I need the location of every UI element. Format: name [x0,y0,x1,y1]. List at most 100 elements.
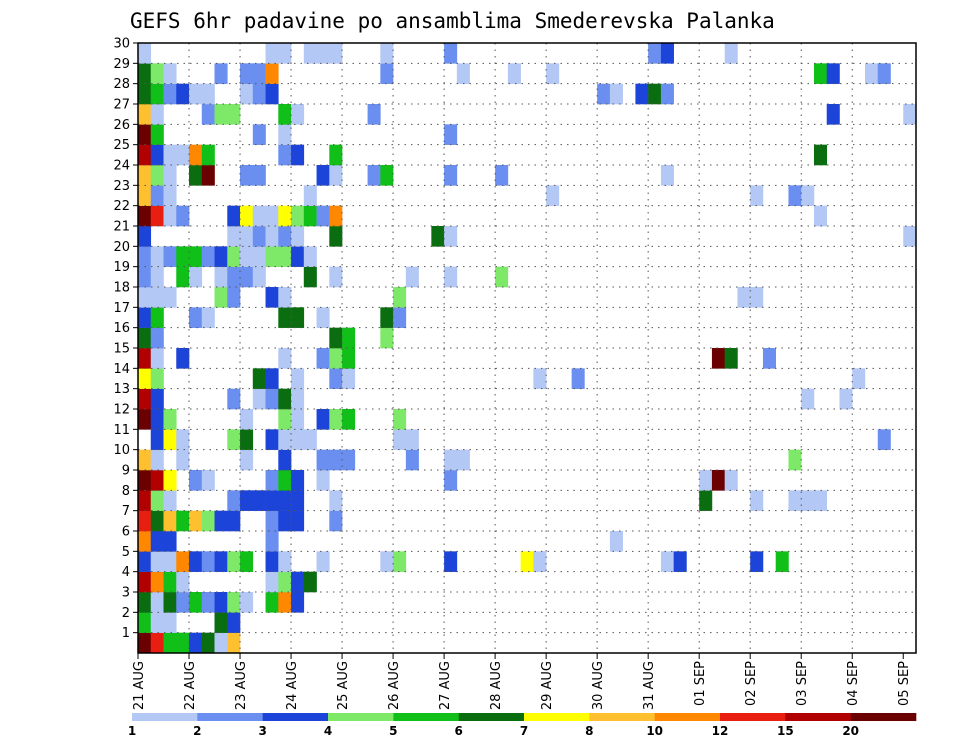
heatmap-cell [278,307,292,328]
heatmap-cell [189,551,203,572]
y-tick-label: 23 [113,179,130,194]
heatmap-cell [571,368,585,389]
heatmap-cell [138,226,152,247]
heatmap-cell [316,165,330,186]
heatmap-cell [138,388,152,410]
heatmap-cell [214,551,228,572]
heatmap-cell [303,571,317,593]
heatmap-cell [150,287,164,308]
heatmap-cell [138,551,152,572]
heatmap-cell [201,165,215,186]
heatmap-cell [176,348,190,369]
y-tick-label: 3 [122,586,130,601]
heatmap-cell [214,104,228,125]
heatmap-cell [533,368,547,389]
heatmap-cell [138,246,152,267]
heatmap-cell [189,307,203,328]
heatmap-cell [711,348,725,369]
heatmap-cell [201,632,215,654]
heatmap-cell [342,348,356,369]
heatmap-cell [278,104,292,125]
heatmap-cell [201,83,215,105]
heatmap-cell [138,409,152,430]
heatmap-cell [176,205,190,227]
heatmap-cell [903,104,917,125]
heatmap-cell [801,388,815,410]
heatmap-cell [265,226,279,247]
heatmap-cell [788,449,802,471]
heatmap-cell [801,490,815,511]
heatmap-cell [252,205,266,227]
y-tick-label: 21 [113,220,130,235]
heatmap-cell [864,63,879,84]
y-tick-label: 2 [122,606,130,621]
heatmap-cell [163,63,177,84]
heatmap-cell [163,205,177,227]
heatmap-cell [316,470,330,491]
colorbar-label: 12 [712,724,729,738]
heatmap-cell [673,551,687,572]
heatmap-cell [788,185,802,206]
y-tick-label: 22 [113,199,130,214]
heatmap-cell [609,531,623,552]
heatmap-cell [444,43,458,64]
heatmap-cell [150,144,164,166]
heatmap-cell [367,165,381,186]
heatmap-cell [189,144,203,166]
heatmap-cell [877,63,891,84]
heatmap-cell [278,287,292,308]
heatmap-cell [227,551,241,572]
heatmap-cell [252,83,266,105]
heatmap-cell [163,165,177,186]
heatmap-cell [265,551,279,572]
heatmap-cell [750,287,764,308]
heatmap-cell [138,165,152,186]
heatmap-cell [227,612,241,633]
heatmap-cell [750,185,764,206]
heatmap-cell [227,266,241,288]
heatmap-cell [150,388,164,410]
heatmap-cell [291,490,305,511]
heatmap-cell [227,104,241,125]
x-tick-label: 29 AUG [540,661,555,710]
y-tick-label: 25 [113,138,130,153]
heatmap-cell [240,205,254,227]
heatmap-cell [189,266,203,288]
heatmap-cell [329,43,343,64]
heatmap-cell [138,571,152,593]
x-tick-label: 21 AUG [132,661,147,710]
heatmap-cell [316,348,330,369]
heatmap-cell [176,571,190,593]
heatmap-cell [138,185,152,206]
heatmap-cell [214,266,228,288]
x-tick-label: 22 AUG [183,661,198,710]
heatmap-cell [278,144,292,166]
y-tick-label: 29 [113,57,130,72]
heatmap-cell [265,510,279,532]
y-tick-label: 16 [113,321,130,336]
y-tick-label: 1 [122,626,130,641]
heatmap-cell [138,510,152,532]
heatmap-cell [852,368,866,389]
heatmap-cell [227,510,241,532]
heatmap-cell [660,551,674,572]
colorbar-segment [328,713,394,721]
heatmap-cell [380,63,394,84]
heatmap-cell [138,287,152,308]
heatmap-cell [839,388,853,410]
heatmap-cell [775,551,789,572]
heatmap-cell [597,83,611,105]
y-tick-label: 8 [122,484,130,499]
heatmap-cell [150,612,164,633]
heatmap-cell [150,510,164,532]
heatmap-cell [189,592,203,613]
x-tick-label: 23 AUG [234,661,249,710]
heatmap-cell [176,83,190,105]
heatmap-cell [278,226,292,247]
heatmap-cell [444,551,458,572]
heatmap-cell [762,348,776,369]
x-tick-label: 04 SEP [846,661,861,706]
colorbar-label: 8 [585,724,593,738]
heatmap-cell [546,185,560,206]
